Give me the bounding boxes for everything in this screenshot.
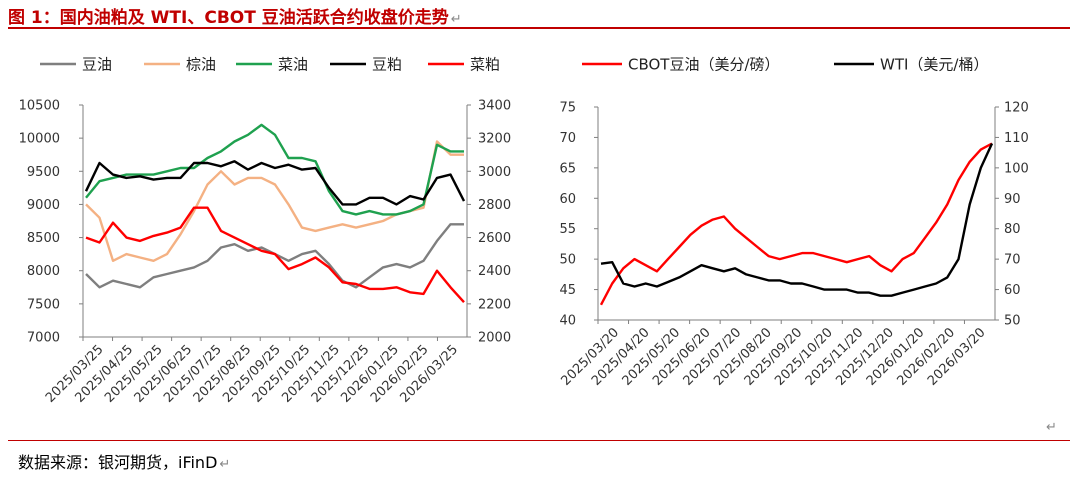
legend-label: 菜油 [278, 56, 308, 74]
right-axis-tick-label: 3400 [478, 99, 511, 114]
series-line [85, 140, 464, 262]
legend-label: CBOT豆油（美分/磅） [628, 56, 780, 74]
left-axis-tick-label: 65 [559, 161, 576, 176]
left-axis-tick-label: 8000 [27, 264, 60, 279]
series-line [85, 123, 464, 216]
right-axis-tick-label: 3000 [478, 165, 511, 180]
right-axis-tick-label: 70 [1004, 253, 1021, 268]
paragraph-mark-icon: ↵ [1046, 420, 1057, 435]
right-axis-tick-label: 80 [1004, 222, 1021, 237]
series-line [85, 206, 465, 304]
right-axis-tick-label: 2600 [478, 231, 511, 246]
left-axis-tick-label: 50 [559, 253, 576, 268]
legend-label: WTI（美元/桶） [880, 56, 988, 74]
series-line [600, 142, 994, 297]
chart-2: 757065605550454012011010090807060502025/… [559, 56, 1029, 389]
right-axis-tick-label: 110 [1004, 131, 1029, 146]
left-axis-tick-label: 55 [559, 222, 576, 237]
right-axis-tick-label: 2200 [478, 297, 511, 312]
left-axis-tick-label: 75 [559, 101, 576, 116]
series-line [599, 142, 993, 306]
left-axis-tick-label: 7000 [27, 331, 60, 346]
left-axis-tick-label: 60 [559, 192, 576, 207]
left-axis-tick-label: 40 [559, 314, 576, 329]
left-axis-tick-label: 9000 [27, 198, 60, 213]
return-mark-icon: ↵ [450, 12, 462, 27]
data-source-text: 数据来源：银河期货，iFinD [18, 453, 218, 472]
return-mark-icon: ↵ [219, 457, 231, 472]
legend-label: 豆粕 [372, 56, 402, 74]
left-axis-tick-label: 45 [559, 283, 576, 298]
right-axis-tick-label: 90 [1004, 192, 1021, 207]
left-axis-tick-label: 10500 [19, 99, 60, 114]
legend-label: 豆油 [82, 56, 112, 74]
legend-label: 棕油 [186, 56, 216, 74]
right-axis-tick-label: 120 [1004, 101, 1029, 116]
figure-title: 图 1：国内油粕及 WTI、CBOT 豆油活跃合约收盘价走势 ↵ [8, 3, 462, 28]
right-axis-tick-label: 50 [1004, 314, 1021, 329]
chart-1: 10500 10000 9500 9000 8500 8000 7500 7000 3400 32… [19, 56, 511, 406]
right-axis-tick-label: 2000 [478, 331, 511, 346]
right-axis-tick-label: 100 [1004, 161, 1029, 176]
data-source: 数据来源：银河期货，iFinD ↵ [18, 449, 230, 473]
left-axis-tick-label: 7500 [27, 297, 60, 312]
title-rule [8, 27, 1070, 29]
left-axis-tick-label: 9500 [27, 165, 60, 180]
left-axis-tick-label: 10000 [19, 132, 60, 147]
right-axis-tick-label: 3200 [478, 132, 511, 147]
source-rule [8, 440, 1070, 441]
left-axis-tick-label: 70 [559, 131, 576, 146]
series-line [84, 160, 466, 206]
figure-title-text: 图 1：国内油粕及 WTI、CBOT 豆油活跃合约收盘价走势 [8, 8, 449, 28]
right-axis-tick-label: 2400 [478, 264, 511, 279]
left-axis-tick-label: 8500 [27, 231, 60, 246]
right-axis-tick-label: 60 [1004, 283, 1021, 298]
legend-label: 菜粕 [470, 56, 500, 74]
right-axis-tick-label: 2800 [478, 198, 511, 213]
